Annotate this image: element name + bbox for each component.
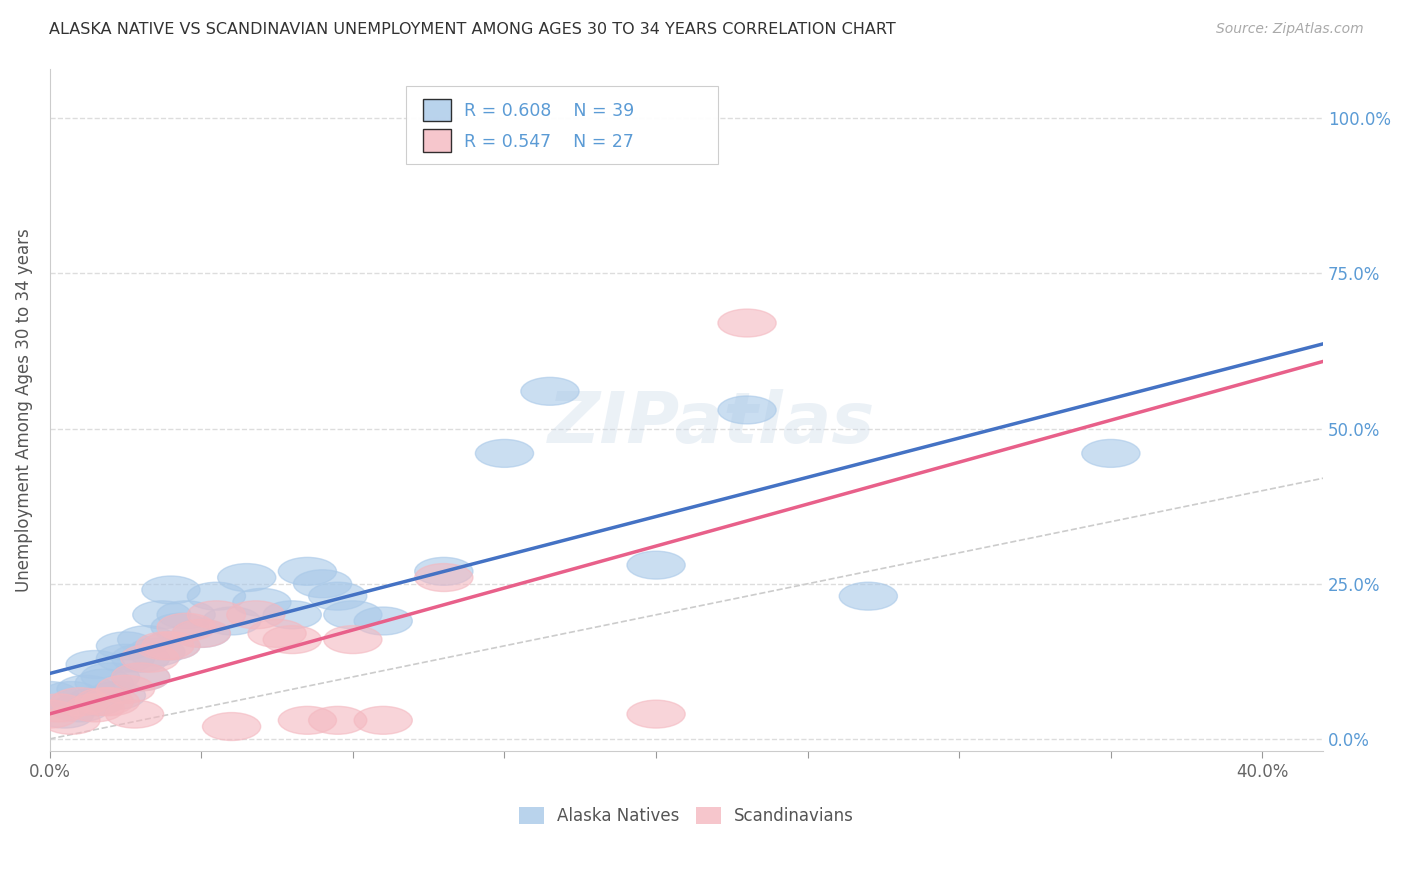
Ellipse shape	[111, 663, 170, 690]
Ellipse shape	[21, 700, 79, 728]
Ellipse shape	[323, 601, 382, 629]
Ellipse shape	[520, 377, 579, 405]
Ellipse shape	[111, 663, 170, 690]
Ellipse shape	[87, 681, 145, 709]
Ellipse shape	[66, 694, 124, 722]
Ellipse shape	[82, 663, 139, 690]
Ellipse shape	[323, 625, 382, 654]
Ellipse shape	[51, 688, 110, 715]
Ellipse shape	[718, 309, 776, 337]
Ellipse shape	[142, 632, 200, 660]
Ellipse shape	[21, 681, 79, 709]
Ellipse shape	[839, 582, 897, 610]
Ellipse shape	[75, 669, 134, 697]
Ellipse shape	[278, 706, 336, 734]
Text: ALASKA NATIVE VS SCANDINAVIAN UNEMPLOYMENT AMONG AGES 30 TO 34 YEARS CORRELATION: ALASKA NATIVE VS SCANDINAVIAN UNEMPLOYME…	[49, 22, 896, 37]
Ellipse shape	[263, 601, 322, 629]
Y-axis label: Unemployment Among Ages 30 to 34 years: Unemployment Among Ages 30 to 34 years	[15, 228, 32, 591]
Ellipse shape	[42, 706, 100, 734]
Ellipse shape	[111, 644, 170, 673]
Ellipse shape	[66, 650, 124, 679]
Ellipse shape	[157, 613, 215, 641]
Text: ZIPatlas: ZIPatlas	[548, 389, 876, 458]
Ellipse shape	[294, 570, 352, 598]
Ellipse shape	[136, 632, 194, 660]
Ellipse shape	[247, 619, 307, 648]
Ellipse shape	[118, 625, 176, 654]
Ellipse shape	[718, 396, 776, 424]
Ellipse shape	[226, 601, 285, 629]
Ellipse shape	[82, 688, 139, 715]
Ellipse shape	[278, 558, 336, 585]
Ellipse shape	[30, 694, 87, 722]
Ellipse shape	[627, 551, 685, 579]
Ellipse shape	[202, 607, 260, 635]
Ellipse shape	[308, 706, 367, 734]
Text: R = 0.547    N = 27: R = 0.547 N = 27	[464, 133, 634, 151]
Ellipse shape	[308, 582, 367, 610]
Ellipse shape	[121, 644, 179, 673]
Ellipse shape	[1081, 440, 1140, 467]
Ellipse shape	[58, 675, 115, 703]
Ellipse shape	[172, 619, 231, 648]
Ellipse shape	[127, 638, 186, 666]
Ellipse shape	[475, 440, 534, 467]
Ellipse shape	[97, 675, 155, 703]
Ellipse shape	[233, 589, 291, 616]
Ellipse shape	[150, 613, 209, 641]
Ellipse shape	[354, 607, 412, 635]
FancyBboxPatch shape	[406, 86, 718, 164]
Ellipse shape	[142, 632, 200, 660]
Ellipse shape	[172, 619, 231, 648]
Ellipse shape	[132, 601, 191, 629]
Ellipse shape	[75, 688, 134, 715]
Ellipse shape	[66, 688, 124, 715]
Ellipse shape	[415, 564, 472, 591]
Legend: Alaska Natives, Scandinavians: Alaska Natives, Scandinavians	[512, 801, 860, 832]
FancyBboxPatch shape	[423, 98, 451, 121]
Ellipse shape	[97, 632, 155, 660]
Ellipse shape	[97, 644, 155, 673]
Ellipse shape	[218, 564, 276, 591]
Ellipse shape	[415, 558, 472, 585]
FancyBboxPatch shape	[423, 129, 451, 152]
Ellipse shape	[105, 700, 163, 728]
Ellipse shape	[187, 582, 246, 610]
Ellipse shape	[51, 694, 110, 722]
Ellipse shape	[157, 601, 215, 629]
Ellipse shape	[142, 576, 200, 604]
Ellipse shape	[627, 700, 685, 728]
Ellipse shape	[187, 601, 246, 629]
Ellipse shape	[35, 700, 94, 728]
Ellipse shape	[42, 681, 100, 709]
Ellipse shape	[354, 706, 412, 734]
Text: R = 0.608    N = 39: R = 0.608 N = 39	[464, 102, 634, 120]
Ellipse shape	[202, 713, 260, 740]
Ellipse shape	[263, 625, 322, 654]
Text: Source: ZipAtlas.com: Source: ZipAtlas.com	[1216, 22, 1364, 37]
